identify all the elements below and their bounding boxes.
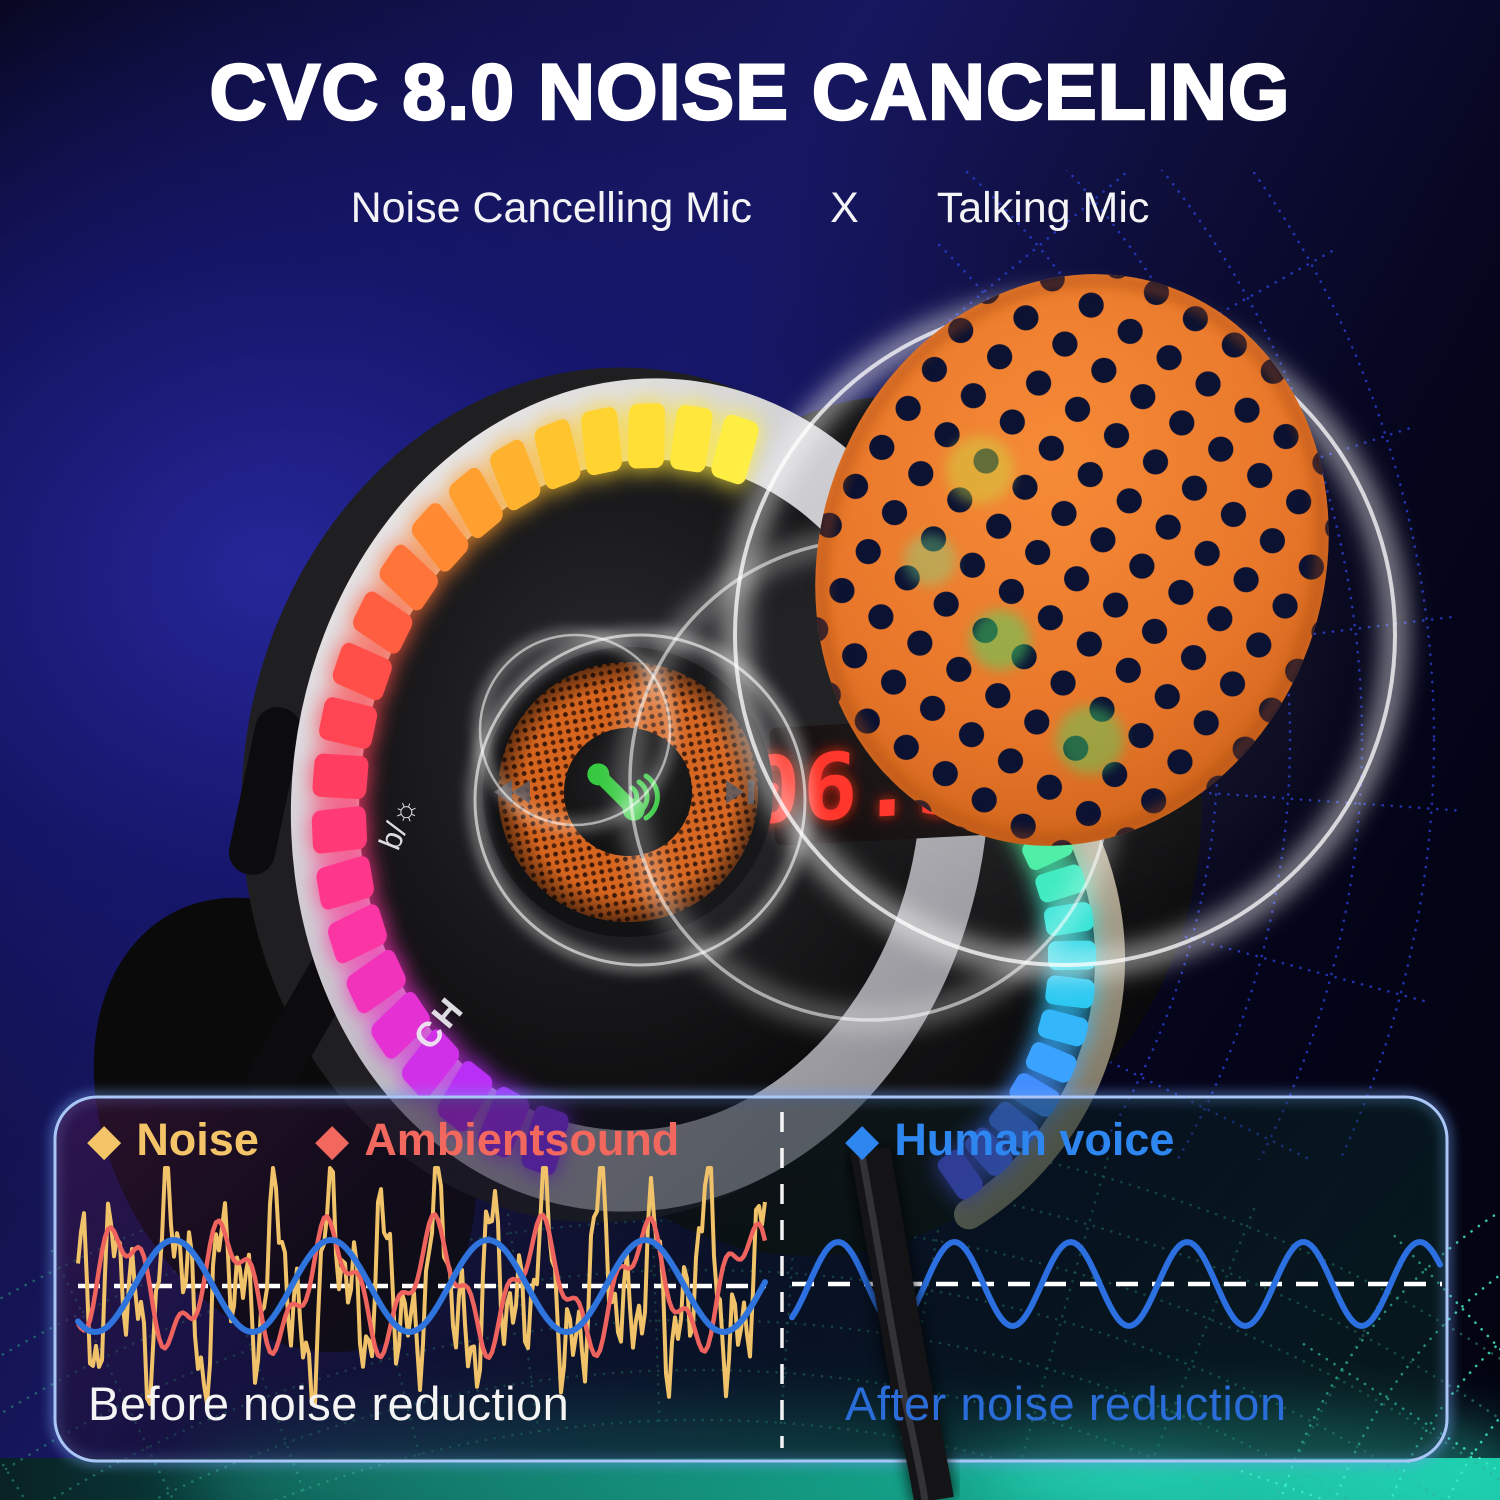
ambientsound-diamond-icon: ◆ <box>316 1116 349 1163</box>
legend-label: Ambientsound <box>364 1114 680 1165</box>
legend-item-noise: ◆ Noise <box>88 1114 259 1166</box>
legend-label: Human voice <box>894 1114 1175 1165</box>
light-mode-button <box>228 707 302 875</box>
noise-diamond-icon: ◆ <box>88 1116 121 1163</box>
after-noise-reduction-label: After noise reduction <box>845 1377 1287 1430</box>
legend-item-ambientsound: ◆ Ambientsound <box>316 1114 679 1166</box>
ambientsound-waveform <box>76 1212 768 1360</box>
before-noise-reduction-label: Before noise reduction <box>88 1377 570 1430</box>
mic-grille <box>815 274 1329 846</box>
subtitle-row: Noise Cancelling Mic X Talking Mic <box>0 184 1500 233</box>
noise-waveform <box>76 1166 767 1406</box>
device-cable <box>846 1145 958 1500</box>
subtitle-mic-left: Noise Cancelling Mic <box>350 184 753 232</box>
panel-border <box>53 1095 1449 1463</box>
legend-label: Noise <box>136 1114 259 1165</box>
human-voice-diamond-icon: ◆ <box>846 1116 879 1163</box>
legend-item-human-voice: ◆ Human voice <box>846 1114 1174 1166</box>
page-title: CVC 8.0 NOISE CANCELING <box>208 46 1291 138</box>
comparison-panel <box>51 1093 1451 1465</box>
next-track-icon <box>726 780 754 804</box>
subtitle-mic-right: Talking Mic <box>936 184 1150 232</box>
subtitle-separator: X <box>830 184 859 232</box>
human-voice-waveform-before <box>75 1236 768 1336</box>
